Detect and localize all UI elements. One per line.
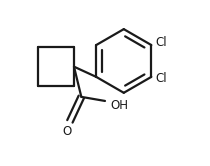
- Text: Cl: Cl: [155, 72, 167, 85]
- Text: O: O: [63, 125, 72, 138]
- Text: OH: OH: [111, 99, 129, 112]
- Text: Cl: Cl: [155, 36, 167, 49]
